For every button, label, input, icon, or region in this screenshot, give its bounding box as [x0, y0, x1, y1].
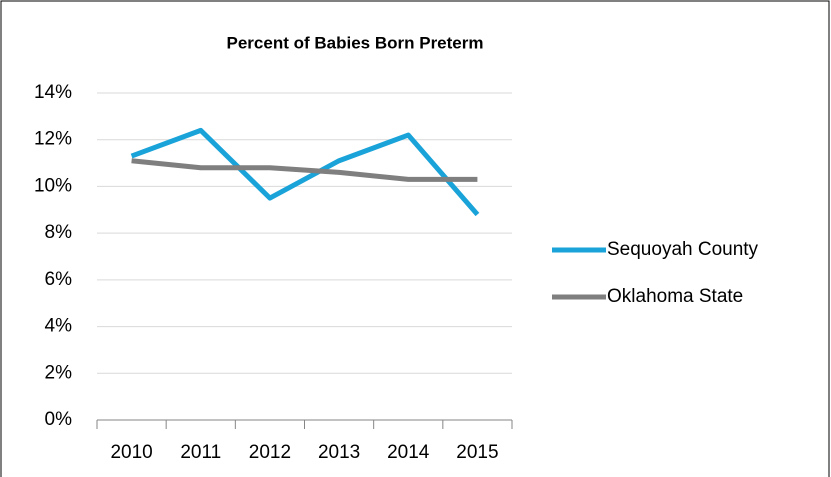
y-tick-label: 6%	[45, 269, 73, 290]
legend-label: Sequoyah County	[607, 239, 759, 260]
x-tick-label: 2013	[318, 442, 360, 463]
x-tick-label: 2010	[110, 442, 152, 463]
y-tick-label: 10%	[34, 175, 72, 196]
y-tick-label: 12%	[34, 129, 72, 150]
x-tick-label: 2011	[180, 442, 221, 463]
y-tick-label: 0%	[45, 409, 73, 430]
series-line	[130, 127, 480, 217]
x-tick-label: 2014	[387, 442, 430, 463]
y-tick-label: 8%	[45, 222, 73, 243]
legend-label: Oklahoma State	[607, 286, 743, 307]
x-tick-label: 2015	[456, 442, 498, 463]
chart-title: Percent of Babies Born Preterm	[227, 33, 484, 52]
x-tick-label: 2012	[249, 442, 291, 463]
y-tick-label: 2%	[45, 362, 73, 383]
y-tick-label: 14%	[34, 82, 72, 103]
series-line	[131, 158, 478, 182]
y-tick-label: 4%	[45, 316, 73, 337]
